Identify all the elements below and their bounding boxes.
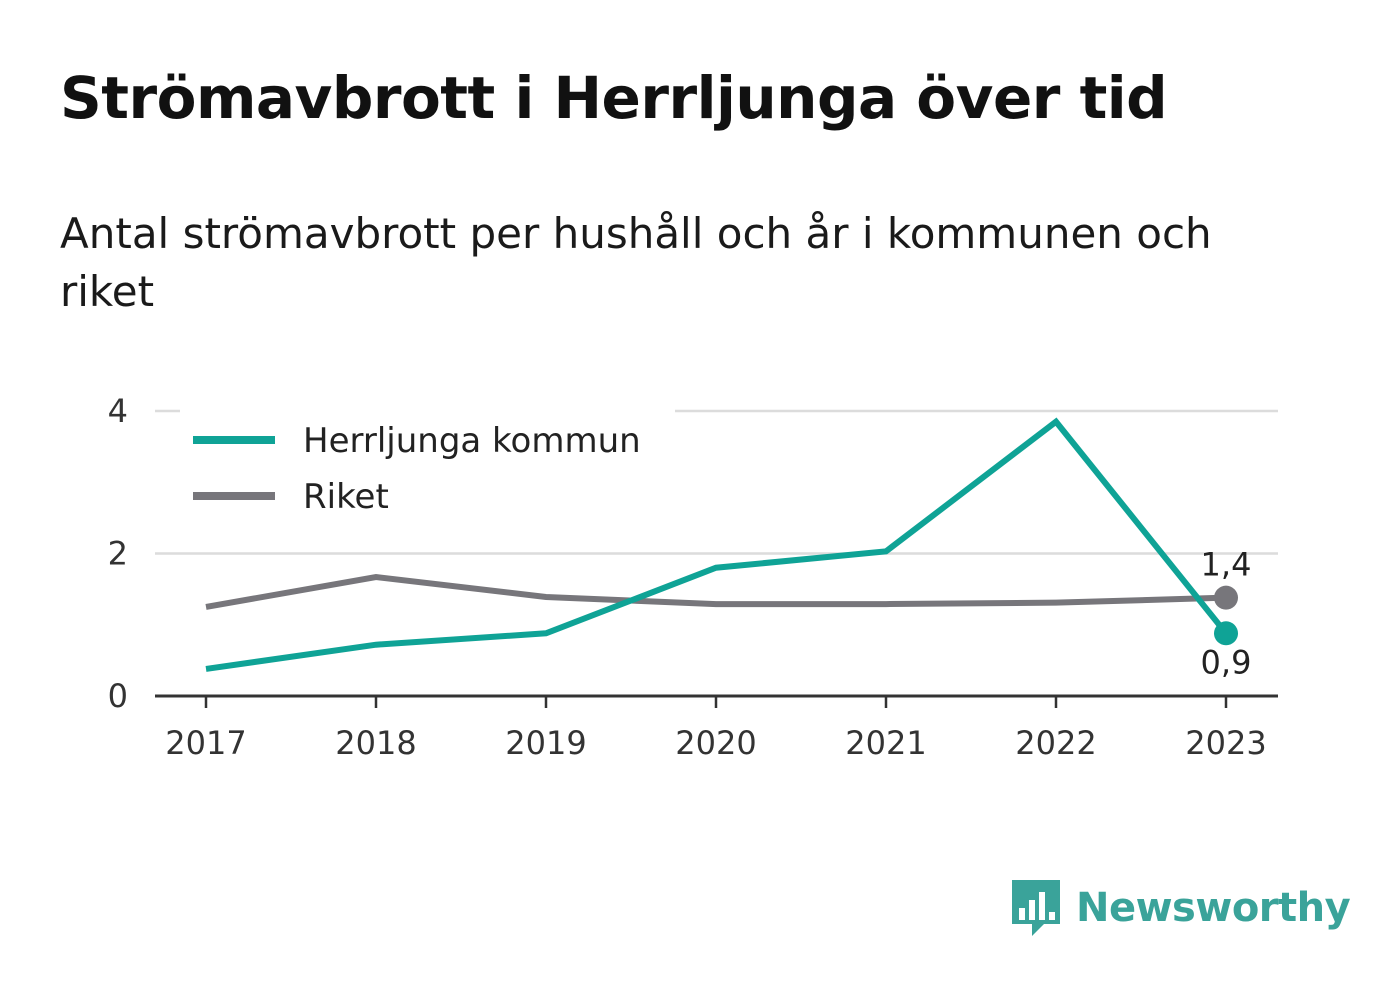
legend-label: Riket — [303, 477, 389, 517]
end-labels: 0,9 1,4 — [1201, 546, 1252, 682]
series-line — [205, 417, 1229, 672]
x-tick-label: 2023 — [1185, 724, 1266, 762]
x-tick-label: 2017 — [165, 724, 246, 762]
y-tick-label: 0 — [108, 677, 128, 715]
end-point-marker — [1214, 585, 1238, 610]
chart-subtitle: Antal strömavbrott per hushåll och år i … — [60, 209, 1212, 316]
data-label: 0,9 — [1201, 643, 1252, 681]
brand-logo: Newsworthy — [1010, 878, 1351, 938]
legend-background — [180, 405, 675, 525]
newsworthy-logo-icon — [1012, 880, 1060, 936]
legend: Herrljunga kommun Riket — [180, 405, 675, 525]
brand-name: Newsworthy — [1076, 885, 1351, 931]
legend-label: Herrljunga kommun — [303, 421, 641, 461]
x-tick-label: 2020 — [675, 724, 756, 762]
x-tick-label: 2022 — [1015, 724, 1096, 762]
y-tick-label: 4 — [108, 392, 128, 430]
x-axis: 2017 2018 2019 2020 2021 2022 2023 — [155, 694, 1278, 762]
data-label: 1,4 — [1201, 546, 1252, 584]
y-tick-label: 2 — [108, 535, 128, 573]
end-point-marker — [1214, 621, 1238, 646]
chart-title: Strömavbrott i Herrljunga över tid — [60, 64, 1168, 132]
x-tick-label: 2018 — [335, 724, 416, 762]
x-tick-label: 2021 — [845, 724, 926, 762]
x-tick-label: 2019 — [505, 724, 586, 762]
series-line — [205, 573, 1227, 610]
series-lines — [205, 417, 1238, 672]
